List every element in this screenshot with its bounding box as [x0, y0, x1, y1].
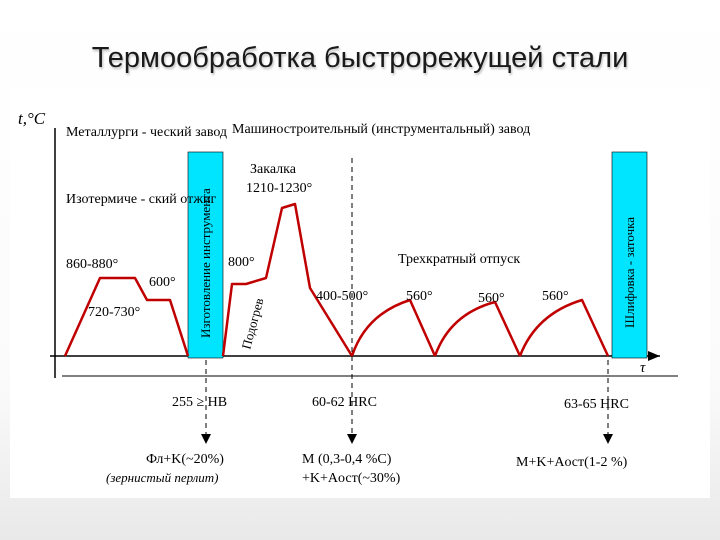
temp-560-a: 560°: [406, 289, 433, 304]
section-metallurgical: Металлурги - ческий завод: [66, 125, 227, 140]
stage-hardening: Закалка: [250, 162, 297, 177]
temp-600: 600°: [149, 275, 176, 290]
x-axis-label: τ: [640, 360, 646, 376]
section-machine: Машиностроительный (инструментальный) за…: [232, 122, 530, 137]
struct-hardened-2: +K+Aост(~30%): [302, 471, 401, 486]
temp-560-c: 560°: [542, 289, 569, 304]
band-grinding-label: Шлифовка - заточка: [622, 217, 637, 328]
temp-720: 720-730°: [88, 305, 140, 320]
curve-temper-3: [518, 298, 610, 357]
band-manufacture-label: Изготовление инструмента: [198, 188, 213, 338]
temp-560-b: 560°: [478, 291, 505, 306]
curve-temper-1: [350, 298, 437, 357]
curve-annealing: [63, 276, 190, 357]
stage-anneal: Изотермиче - ский отжиг: [66, 192, 217, 207]
stage-hardening-temp: 1210-1230°: [246, 181, 312, 196]
band-manufacture: [187, 151, 224, 359]
slide-title: Термообработка быстрорежущей стали: [91, 42, 629, 74]
struct-annealed-2: (зернистый перлит): [106, 470, 219, 485]
temp-400: 400-500°: [316, 289, 368, 304]
marker-1-arrow: [201, 434, 211, 444]
section-metallurgical-text: Металлурги - ческий завод: [66, 125, 227, 140]
marker-3-arrow: [603, 434, 613, 444]
hardness-annealed: 255 ≥ HB: [172, 395, 227, 410]
curve-hardening: [221, 202, 354, 357]
temp-860: 860-880°: [66, 257, 118, 272]
struct-final: M+K+Aост(1-2 %): [516, 455, 628, 470]
hardness-hardened: 60-62 HRC: [312, 395, 377, 410]
y-axis-label: t,°C: [18, 109, 46, 128]
band-grinding: [611, 151, 648, 359]
x-axis-arrow: [648, 351, 660, 361]
curve-temper-2: [433, 300, 522, 357]
marker-2-arrow: [347, 434, 357, 444]
stage-anneal-text: Изотермиче - ский отжиг: [66, 192, 217, 207]
stage-preheat: Подогрев: [238, 296, 266, 350]
hardness-final: 63-65 HRC: [564, 397, 629, 412]
struct-hardened-1: M (0,3-0,4 %C): [302, 452, 392, 467]
heat-treatment-diagram: t,°C τ Металлурги - ческий завод Машинос…: [10, 88, 710, 498]
struct-annealed-1: Фл+K(~20%): [146, 452, 224, 467]
stage-tempering: Трехкратный отпуск: [398, 252, 520, 267]
stage-preheat-temp: 800°: [228, 255, 255, 270]
